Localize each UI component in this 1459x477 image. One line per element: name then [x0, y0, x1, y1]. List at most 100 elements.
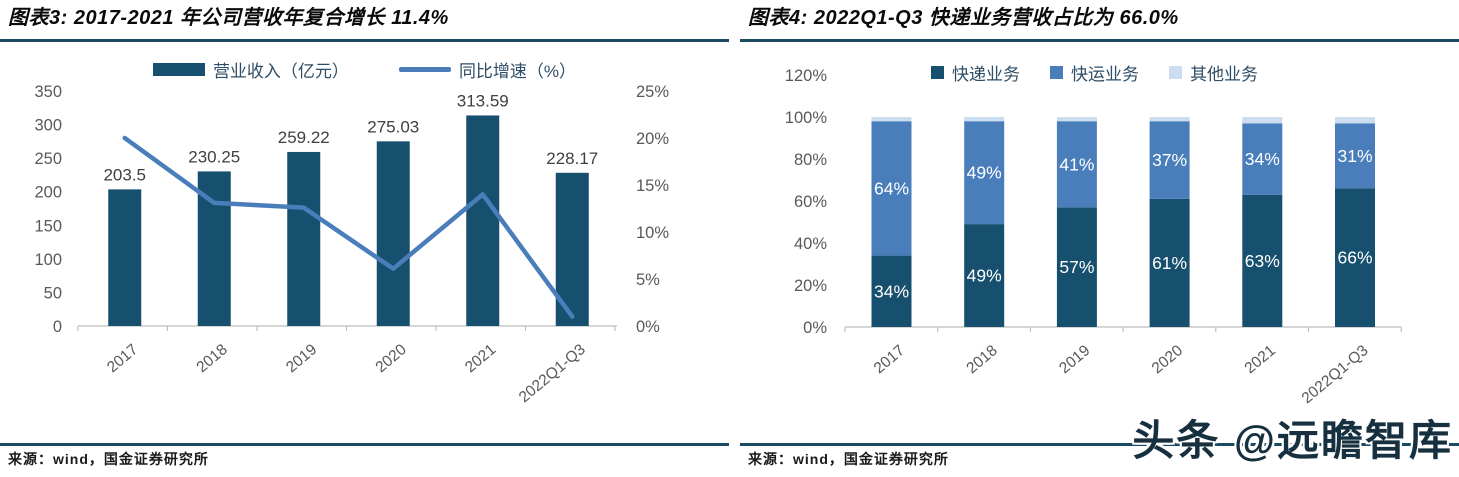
- stacked-segment: [1149, 121, 1190, 199]
- chart-title-right: 图表4: 2022Q1-Q3 快递业务营收占比为 66.0%: [748, 7, 1179, 29]
- stacked-segment: [1056, 207, 1097, 327]
- x-axis-label: 2021: [1242, 342, 1279, 377]
- footer-divider-right: [740, 443, 1459, 446]
- left-axis-tick-label: 0: [53, 318, 62, 336]
- legend-item-other: 其他业务: [1169, 60, 1258, 85]
- chart-title-left: 图表3: 2017-2021 年公司营收年复合增长 11.4%: [8, 7, 449, 29]
- y-axis-tick-label: 60%: [794, 193, 827, 211]
- y-axis-tick-label: 120%: [785, 67, 828, 85]
- left-axis-tick-label: 50: [44, 284, 62, 302]
- source-note-left: 来源：wind，国金证券研究所: [8, 451, 209, 467]
- legend-label-other: 其他业务: [1190, 65, 1258, 84]
- segment-value-label: 37%: [1152, 150, 1187, 170]
- segment-value-label: 49%: [967, 266, 1002, 286]
- stacked-segment: [1149, 198, 1190, 327]
- legend-label-growth: 同比增速（%）: [458, 62, 577, 81]
- segment-value-label: 64%: [874, 178, 909, 198]
- right-axis-tick-label: 0%: [636, 318, 660, 336]
- x-axis-label: 2018: [963, 342, 1000, 377]
- x-axis-label: 2022Q1-Q3: [1299, 342, 1372, 407]
- stacked-segment: [871, 121, 912, 256]
- title-divider-left: [0, 39, 729, 42]
- segment-value-label: 57%: [1059, 257, 1094, 277]
- y-axis-tick-label: 20%: [794, 277, 827, 295]
- stacked-segment: [1056, 121, 1097, 208]
- segment-value-label: 31%: [1337, 146, 1372, 166]
- business-mix-stacked-chart: 0% 20% 40% 60% 80% 100% 120% 34% 64% 49% 49% 57% 41%…: [785, 67, 1402, 407]
- x-axis-label: 2019: [283, 341, 320, 376]
- footer-divider-left: [0, 443, 729, 446]
- bar-swatch-icon: [152, 63, 205, 76]
- segment-value-label: 66%: [1337, 248, 1372, 268]
- toutiao-yuanzhan-watermark: 头条 @远瞻智库: [1132, 417, 1453, 464]
- stacked-segment: [964, 224, 1005, 327]
- stacked-segment: [871, 255, 912, 327]
- segment-value-label: 49%: [967, 163, 1002, 183]
- stacked-segment: [1242, 117, 1283, 124]
- x-axis-label: 2018: [193, 341, 230, 376]
- legend-item-growth: 同比增速（%）: [398, 57, 577, 82]
- x-axis-label: 2020: [372, 341, 410, 376]
- x-axis-label: 2017: [871, 342, 908, 377]
- stacked-segment: [871, 117, 912, 122]
- left-axis-tick-label: 100: [34, 251, 62, 269]
- legend-label-freight: 快运业务: [1071, 65, 1139, 84]
- y-axis-tick-label: 40%: [794, 235, 827, 253]
- growth-line: [122, 135, 575, 319]
- source-note-right: 来源：wind，国金证券研究所: [748, 451, 949, 467]
- x-axis-label: 2021: [462, 341, 499, 376]
- bar-value-label: 275.03: [367, 117, 419, 136]
- right-axis-tick-label: 25%: [636, 83, 669, 101]
- segment-value-label: 34%: [1245, 149, 1280, 169]
- segment-value-label: 34%: [874, 281, 909, 301]
- x-axis-label: 2019: [1056, 342, 1093, 377]
- stacked-segment: [1242, 194, 1283, 327]
- revenue-bar: [108, 189, 142, 326]
- left-axis-tick-label: 300: [34, 117, 62, 135]
- stacked-segment: [964, 117, 1005, 122]
- segment-value-label: 63%: [1245, 251, 1280, 271]
- y-axis-tick-label: 80%: [794, 151, 827, 169]
- y-axis-tick-label: 100%: [785, 109, 828, 127]
- legend-right: 快递业务 快运业务 其他业务: [730, 60, 1459, 85]
- line-swatch-icon: [398, 67, 451, 72]
- right-axis-tick-label: 5%: [636, 271, 660, 289]
- stacked-segment: [1242, 123, 1283, 195]
- stacked-segment: [1149, 117, 1190, 122]
- right-axis-tick-label: 10%: [636, 224, 669, 242]
- left-axis-tick-label: 350: [34, 83, 62, 101]
- revenue-combo-chart: 0 50 100 150 200 250 300 350 0% 5% 10% 15% 20% 25% 203…: [34, 83, 669, 406]
- revenue-bar: [466, 115, 500, 326]
- legend-item-freight: 快运业务: [1050, 60, 1139, 85]
- x-axis-label: 2017: [104, 341, 141, 376]
- panel-business-mix-chart: 图表4: 2022Q1-Q3 快递业务营收占比为 66.0% 快递业务 快运业务…: [730, 0, 1459, 477]
- legend-left: 营业收入（亿元） 同比增速（%）: [0, 57, 729, 82]
- stacked-segment: [1056, 117, 1097, 122]
- stacked-segment: [1335, 188, 1375, 327]
- stacked-segment: [1335, 123, 1375, 189]
- left-axis-tick-label: 250: [34, 150, 62, 168]
- stacked-segment: [964, 121, 1005, 225]
- left-axis-tick-label: 150: [34, 217, 62, 235]
- right-axis-tick-label: 15%: [636, 177, 669, 195]
- bar-value-label: 228.17: [546, 149, 598, 168]
- bar-value-label: 259.22: [278, 128, 330, 147]
- x-axis-label: 2022Q1-Q3: [516, 341, 589, 406]
- bar-value-label: 230.25: [188, 147, 240, 166]
- stacked-segment: [1335, 117, 1375, 124]
- panel-revenue-chart: 图表3: 2017-2021 年公司营收年复合增长 11.4% 营业收入（亿元）…: [0, 0, 729, 477]
- legend-item-express: 快递业务: [931, 60, 1020, 85]
- title-divider-right: [740, 39, 1459, 42]
- bar-value-label: 203.5: [103, 165, 146, 184]
- revenue-bar: [376, 141, 410, 326]
- segment-value-label: 41%: [1059, 154, 1094, 174]
- square-swatch-icon: [931, 66, 944, 79]
- left-axis-tick-label: 200: [34, 184, 62, 202]
- square-swatch-icon: [1050, 66, 1063, 79]
- y-axis-tick-label: 0%: [803, 319, 827, 337]
- legend-label-express: 快递业务: [952, 65, 1020, 84]
- legend-label-revenue: 营业收入（亿元）: [212, 62, 349, 81]
- segment-value-label: 61%: [1152, 253, 1187, 273]
- bar-value-label: 313.59: [457, 91, 509, 110]
